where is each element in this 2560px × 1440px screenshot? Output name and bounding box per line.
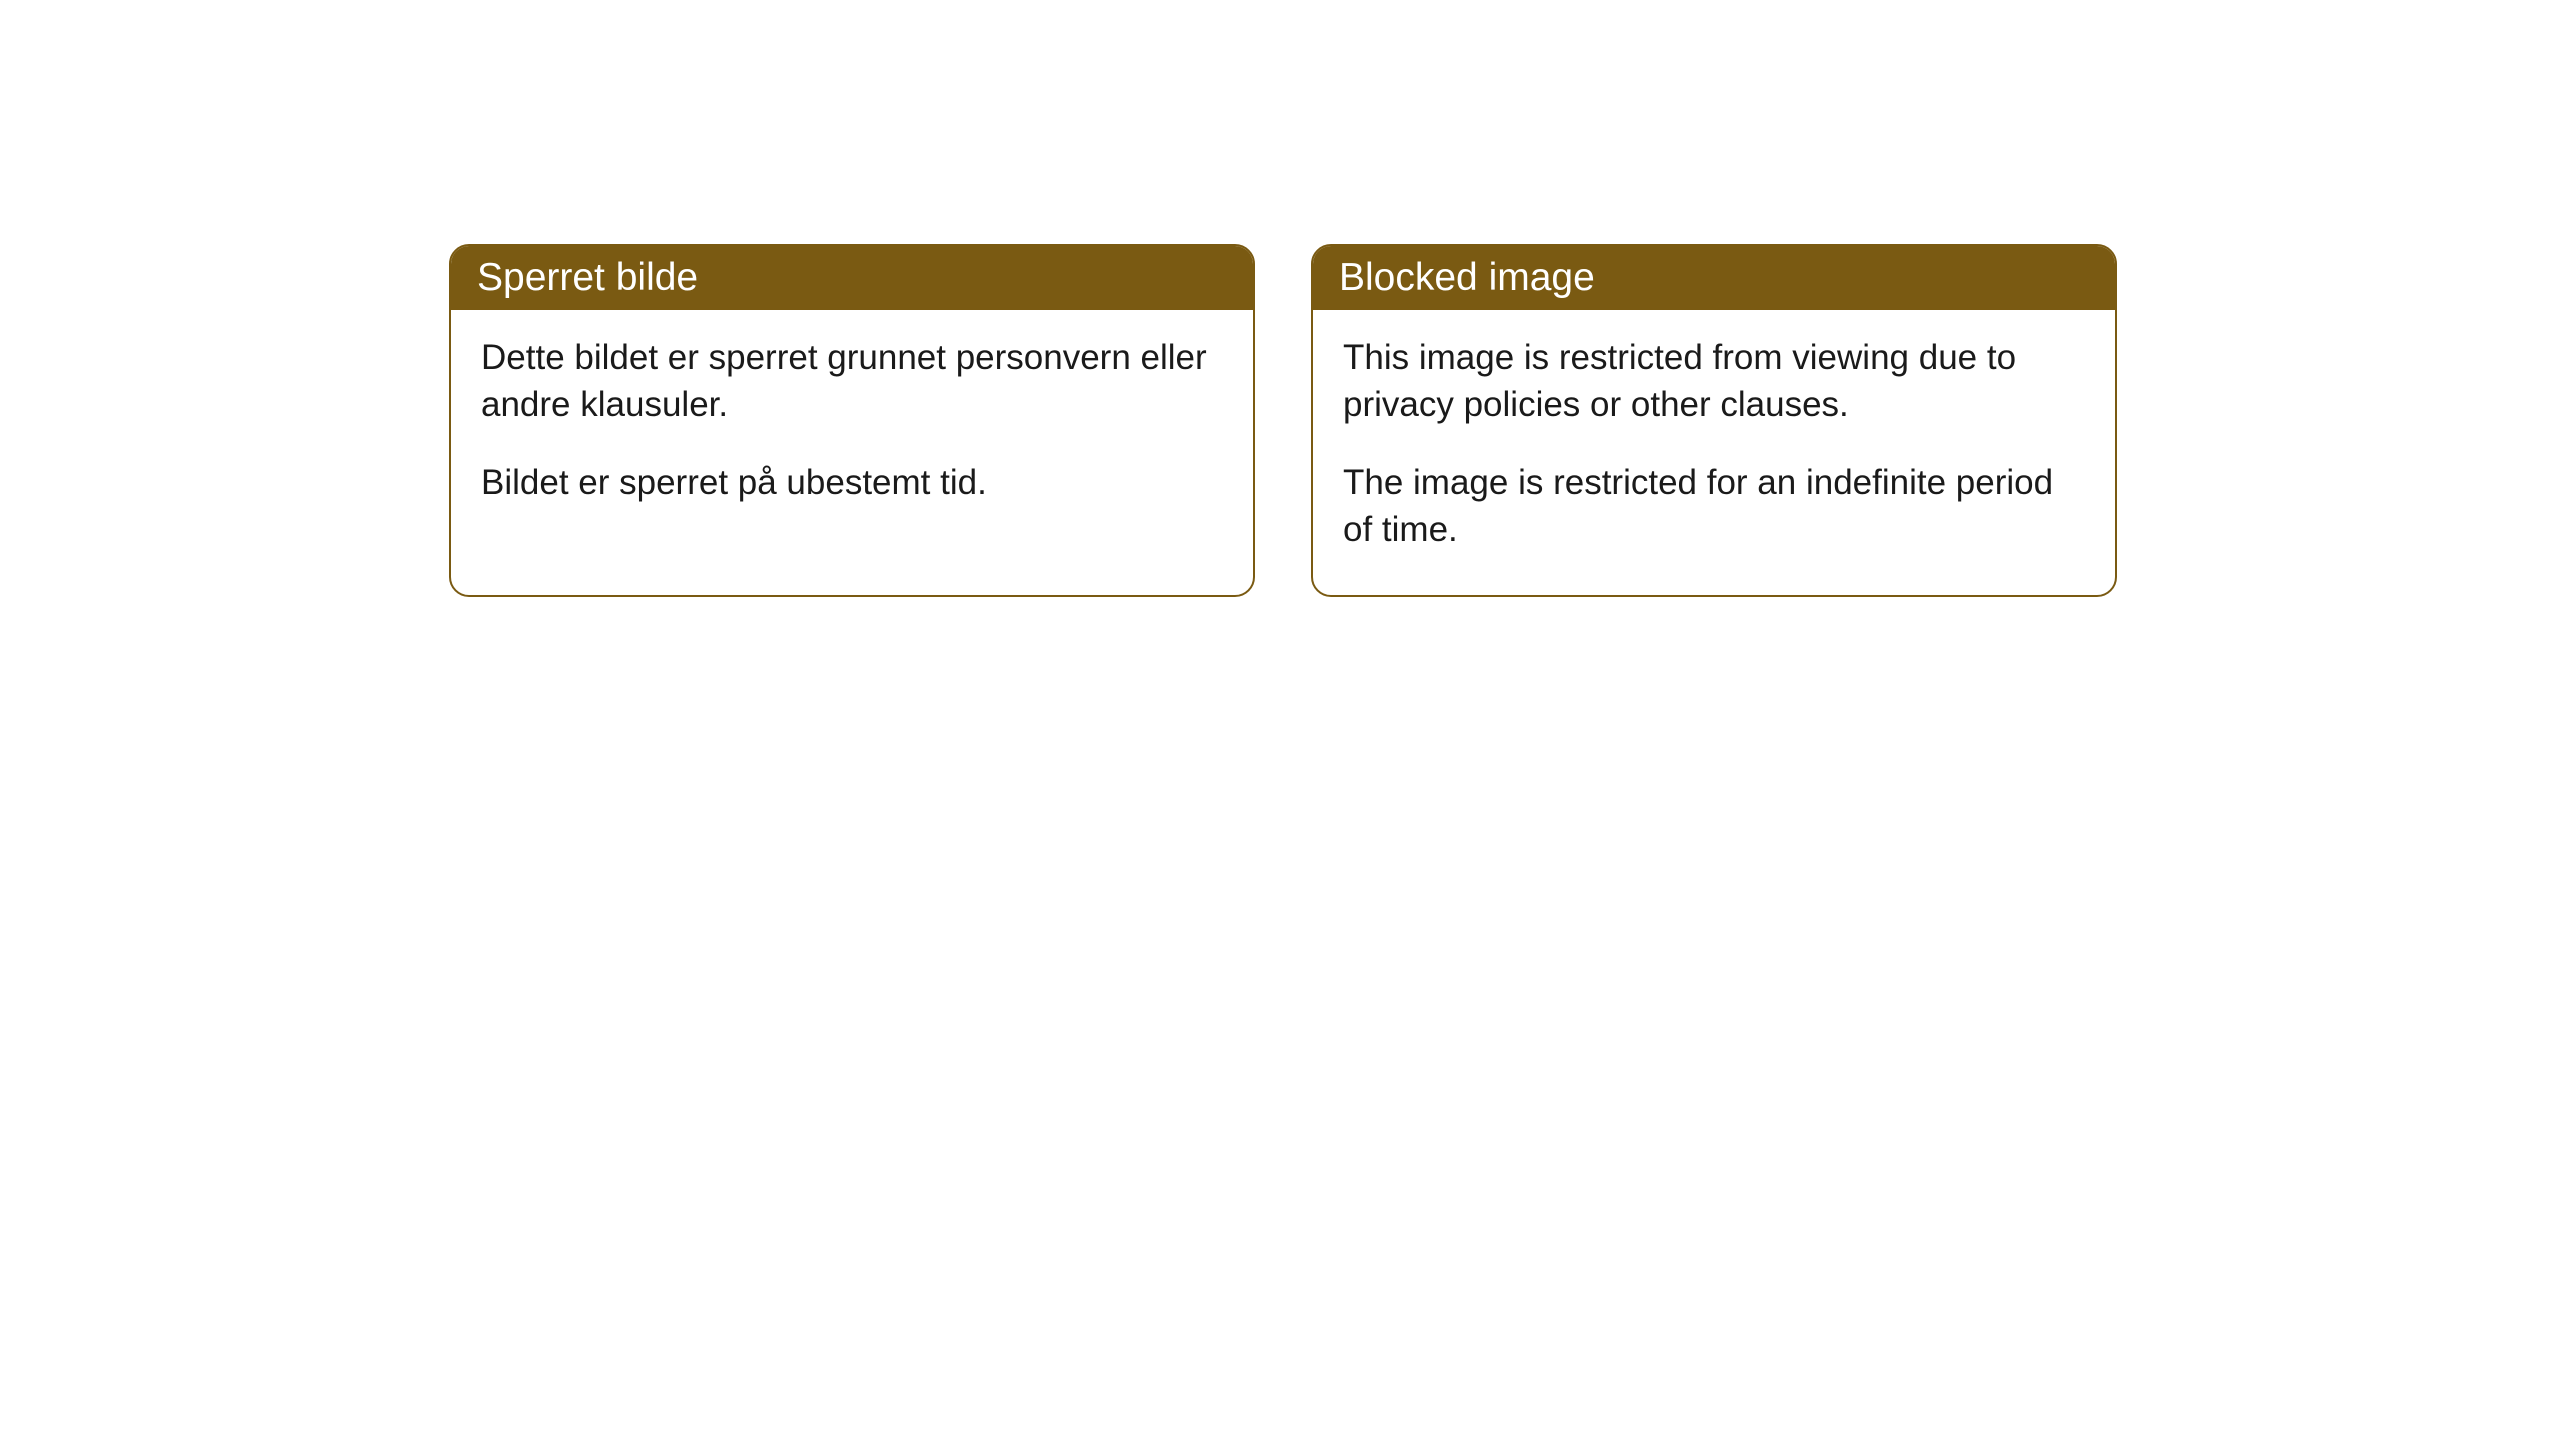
card-title-no: Sperret bilde <box>477 256 698 299</box>
blocked-image-cards-container: Sperret bilde Dette bildet er sperret gr… <box>449 244 2117 597</box>
card-body-no: Dette bildet er sperret grunnet personve… <box>451 310 1253 548</box>
blocked-image-card-en: Blocked image This image is restricted f… <box>1311 244 2117 597</box>
blocked-image-card-no: Sperret bilde Dette bildet er sperret gr… <box>449 244 1255 597</box>
card-header-no: Sperret bilde <box>451 246 1253 310</box>
card-title-en: Blocked image <box>1339 256 1595 299</box>
card-body-en: This image is restricted from viewing du… <box>1313 310 2115 595</box>
card-paragraph: This image is restricted from viewing du… <box>1343 334 2085 429</box>
card-paragraph: Bildet er sperret på ubestemt tid. <box>481 459 1223 506</box>
card-paragraph: The image is restricted for an indefinit… <box>1343 459 2085 554</box>
card-paragraph: Dette bildet er sperret grunnet personve… <box>481 334 1223 429</box>
card-header-en: Blocked image <box>1313 246 2115 310</box>
